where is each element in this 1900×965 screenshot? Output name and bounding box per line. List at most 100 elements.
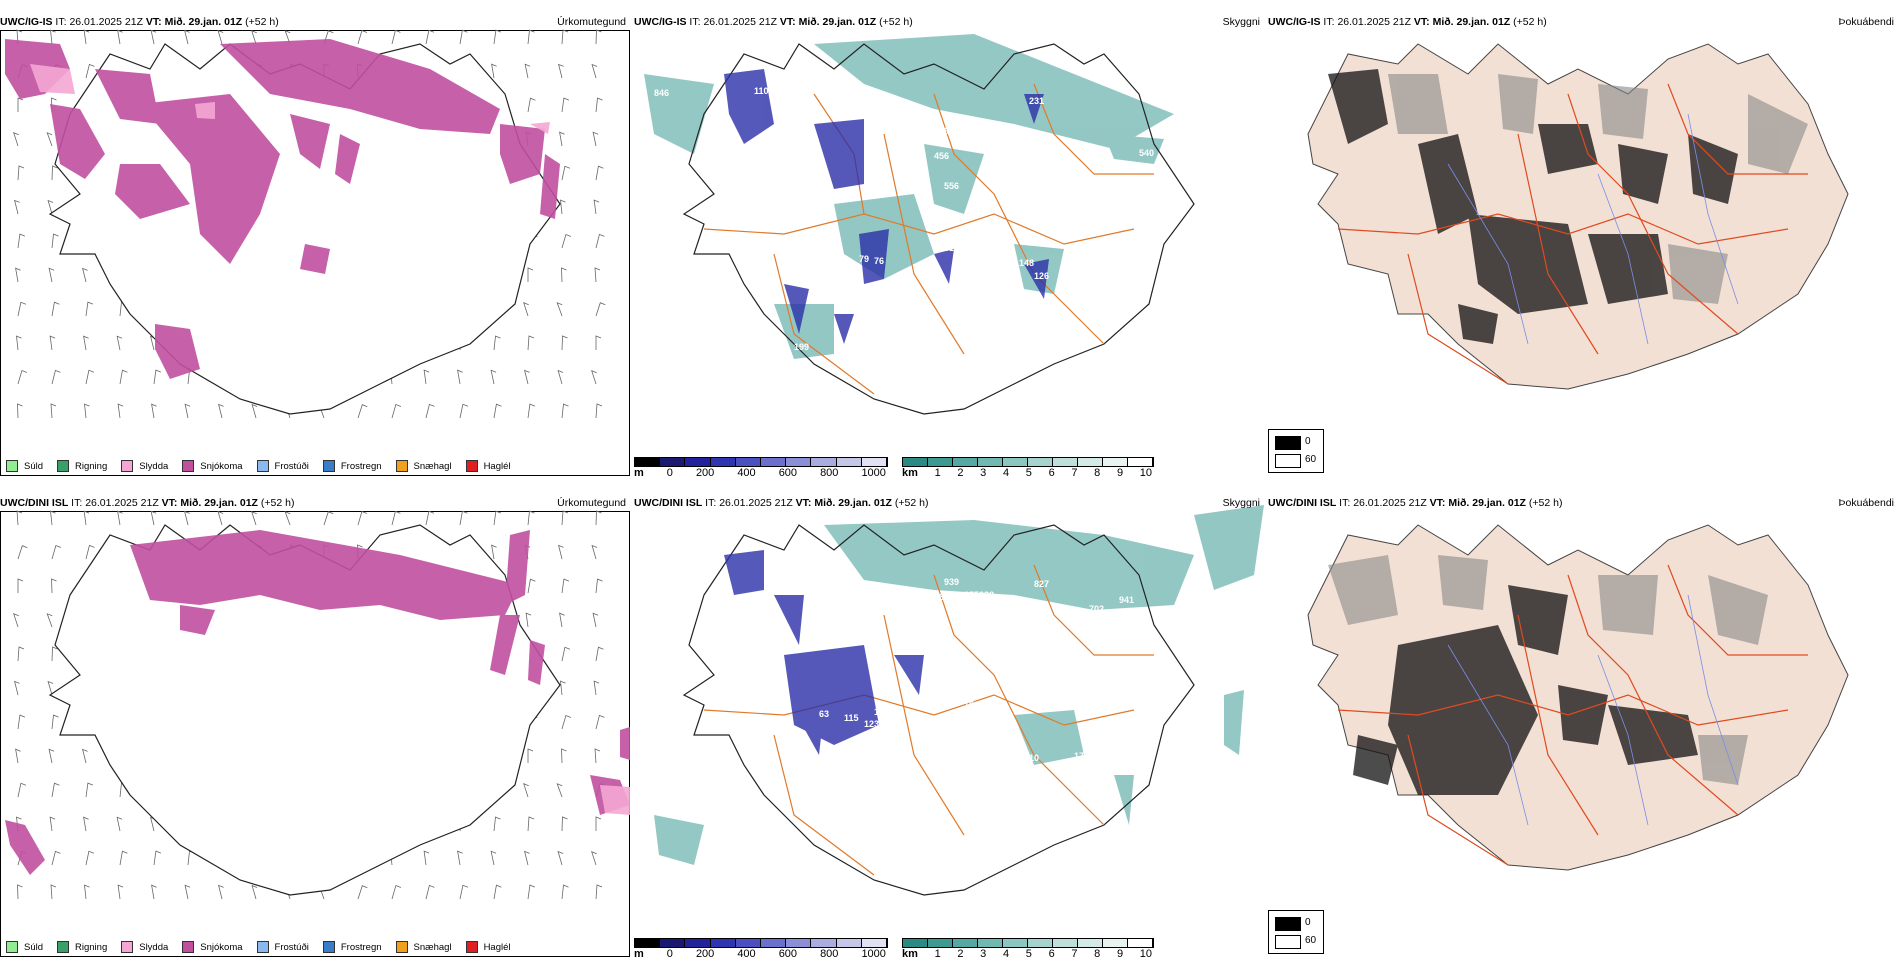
colorbar-segment — [861, 939, 888, 947]
fog-panel-row1: UWC/IG-IS IT: 26.01.2025 21Z VT: Mið. 29… — [1268, 14, 1898, 484]
legend-item-7: Haglél — [465, 460, 511, 472]
legend-swatch — [256, 460, 269, 472]
legend-swatch — [57, 460, 70, 472]
legend-swatch — [121, 460, 134, 472]
wind-barb — [491, 63, 497, 79]
wind-barb — [556, 302, 563, 317]
iceland-outline — [682, 43, 1195, 415]
colorbar-segment — [928, 939, 953, 947]
wind-barb — [85, 782, 94, 798]
colorbar-segment — [836, 458, 862, 466]
wind-barb — [561, 816, 568, 832]
colorbar-segment — [685, 458, 711, 466]
wind-barb — [459, 510, 468, 526]
wind-barb — [17, 578, 24, 593]
wind-barb — [17, 233, 26, 249]
colorbar-segment — [685, 939, 711, 947]
wind-barb — [591, 851, 597, 866]
wind-barb — [493, 403, 502, 419]
fog-roads — [1337, 564, 1808, 866]
wind-barb — [527, 816, 535, 832]
wind-barb — [83, 510, 90, 526]
wind-barb — [559, 131, 565, 147]
low-cloud-teal — [644, 34, 1174, 359]
cloud-base-label: 133 — [814, 602, 829, 612]
panel-title: Þokuábendi — [1838, 16, 1894, 28]
wind-barb — [151, 403, 157, 419]
legend-swatch — [57, 941, 70, 953]
legend-item-2: Slydda — [121, 941, 168, 953]
wind-barb — [48, 748, 55, 764]
legend-label: Rigning — [75, 941, 108, 953]
cloud-base-label: 316 — [944, 243, 959, 253]
wind-barb — [561, 233, 572, 249]
colorbar-segment — [978, 939, 1003, 947]
wind-barb — [82, 267, 88, 283]
panel-title: Skyggni — [1222, 497, 1260, 509]
wind-barb — [524, 850, 530, 866]
cloud-base-label: 552 — [1094, 617, 1109, 627]
colorbar-segment — [811, 458, 837, 466]
wind-barb — [117, 29, 123, 45]
wind-barb — [524, 63, 531, 79]
wind-barb — [558, 544, 564, 560]
legend-item-4: Frostúði — [256, 941, 309, 953]
road-network — [703, 83, 1154, 395]
legend-swatch — [465, 941, 478, 953]
wind-barb — [119, 369, 128, 385]
colorbar-segment — [1053, 939, 1078, 947]
wind-barb — [46, 132, 53, 147]
map-frame — [0, 30, 630, 476]
legend-item-7: Haglél — [465, 941, 511, 953]
wind-barb — [457, 369, 463, 385]
cloud-base-label: 346 — [864, 184, 879, 194]
colorbar-segment — [735, 939, 762, 947]
wind-barb — [150, 510, 157, 526]
wind-barb — [218, 403, 224, 419]
fog-roads — [1337, 83, 1808, 385]
legend-label: Slydda — [139, 941, 169, 953]
cloud-base-label: 118 — [874, 707, 889, 717]
cloud-base-label: 126 — [1034, 271, 1049, 281]
cloud-base-label: 71 — [784, 188, 794, 198]
wind-barb — [17, 301, 27, 317]
wind-barb — [357, 404, 368, 419]
wind-barb — [17, 369, 28, 385]
wind-barb — [16, 29, 23, 45]
cloud-base-label: 115 — [844, 713, 859, 723]
wind-barb — [17, 165, 25, 181]
legend-item-3: Snjókoma — [182, 460, 243, 472]
cloud-base-label: 76 — [874, 256, 884, 266]
wind-barb — [594, 267, 601, 283]
legend-item-6: Snæhagl — [395, 941, 452, 953]
wind-barb — [83, 816, 89, 832]
visibility-panel-row2: UWC/DINI ISL IT: 26.01.2025 21Z VT: Mið.… — [634, 495, 1324, 965]
wind-barb — [84, 884, 90, 900]
cloud-base-label: 445 — [899, 617, 914, 627]
cloud-base-label: 702 — [1089, 604, 1104, 614]
wind-barb — [595, 884, 603, 900]
wind-barb — [591, 63, 598, 79]
fog-map — [1307, 43, 1849, 390]
wind-barb — [51, 165, 58, 181]
legend-swatch — [395, 460, 408, 472]
wind-barb — [17, 884, 23, 900]
wind-barb — [595, 510, 602, 526]
wind-barb — [595, 97, 603, 113]
wind-barb — [425, 29, 435, 45]
panel-header: UWC/IG-IS IT: 26.01.2025 21Z VT: Mið. 29… — [1268, 16, 1547, 28]
wind-barb — [50, 884, 57, 900]
fog-map — [1307, 524, 1849, 871]
panel-header: UWC/DINI ISL IT: 26.01.2025 21Z VT: Mið.… — [634, 497, 929, 509]
wind-barb — [184, 403, 191, 419]
fog-rivers — [1447, 113, 1739, 345]
wind-barb — [85, 544, 95, 560]
wind-barb — [559, 612, 565, 628]
cloud-base-label: 827 — [1034, 579, 1049, 589]
colorbar-segment — [1028, 939, 1053, 947]
wind-barb — [493, 29, 502, 45]
wind-barb — [17, 714, 26, 730]
wind-barb — [527, 267, 534, 282]
wind-barb — [592, 612, 599, 628]
colorbar-segment — [903, 939, 928, 947]
